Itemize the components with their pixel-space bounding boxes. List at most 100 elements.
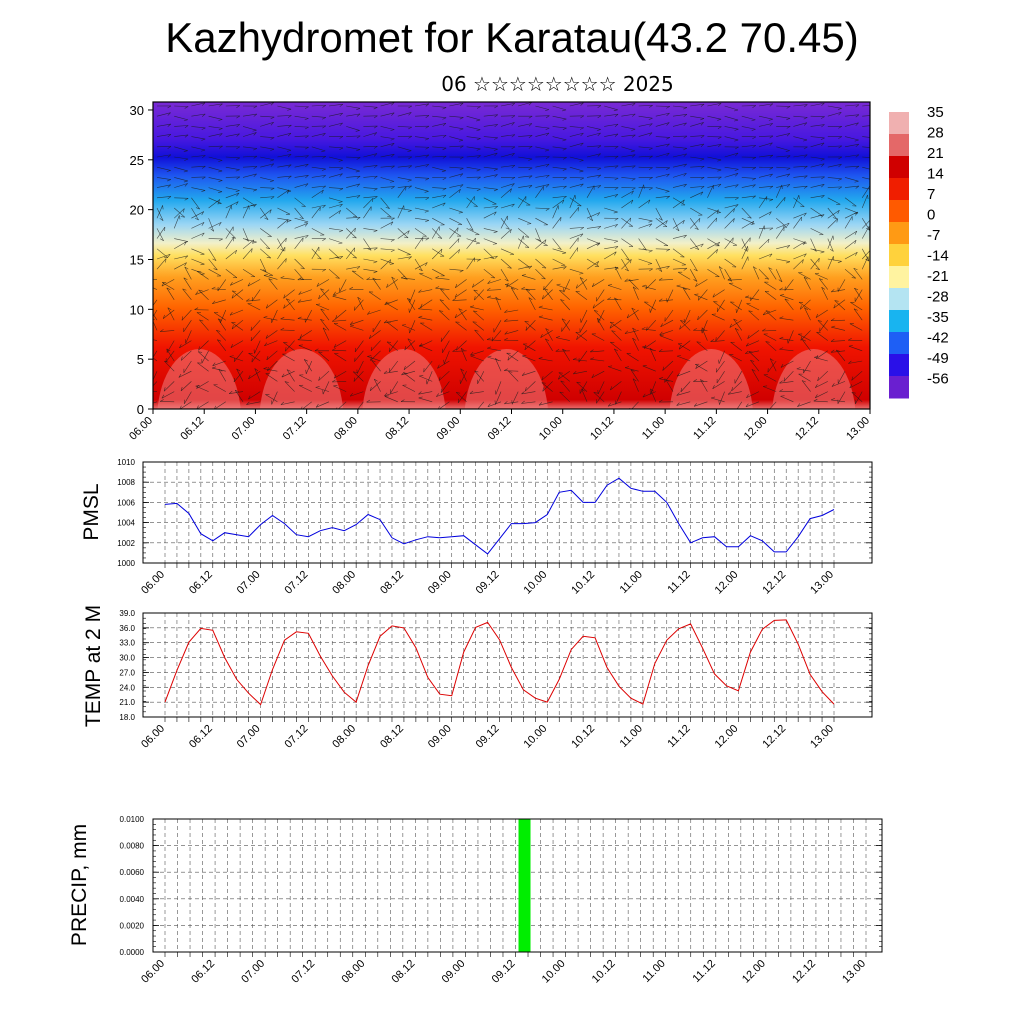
wind-barb (707, 209, 719, 219)
wind-barb (311, 156, 326, 158)
wind-barb-flag (817, 376, 819, 381)
wind-barb-flag (210, 228, 214, 232)
wind-barb-flag (366, 277, 371, 280)
wind-barb-flag (166, 348, 171, 352)
wind-barb (558, 372, 570, 382)
wind-barb-flag (693, 268, 698, 272)
wind-barb (454, 309, 467, 319)
wind-barb-flag (780, 395, 785, 397)
x-tick-label: 06.12 (178, 415, 206, 443)
wind-barb (182, 288, 192, 300)
wind-barb (779, 338, 794, 341)
wind-barb-flag (287, 149, 292, 152)
wind-barb-flag (248, 395, 251, 400)
wind-barb (707, 156, 722, 161)
x-tick-label: 07.00 (235, 723, 263, 751)
wind-barb-flag (213, 268, 218, 271)
wind-barb (525, 319, 536, 331)
wind-barb (477, 401, 485, 409)
wind-barb-flag (631, 154, 636, 158)
wind-barb-flag (579, 170, 584, 173)
wind-barb-flag (562, 127, 567, 130)
wind-barb-flag (803, 154, 808, 158)
wind-barb-flag (679, 325, 682, 330)
wind-barb-flag (854, 240, 857, 245)
wind-barb-flag (700, 135, 705, 139)
x-tick-label: 13.00 (840, 958, 868, 986)
wind-barb (672, 199, 685, 209)
wind-barb (449, 188, 461, 199)
wind-barb-flag (735, 308, 737, 313)
wind-barb-flag (304, 126, 309, 130)
wind-barb-flag (356, 149, 361, 152)
wind-barb (466, 218, 474, 231)
wind-barb-flag (297, 316, 302, 319)
wind-barb (225, 187, 240, 191)
wind-barb-flag (198, 289, 203, 292)
wind-barb-flag (768, 118, 773, 121)
wind-barb-flag (458, 249, 460, 254)
wind-barb-flag (217, 203, 222, 205)
wind-barb-flag (511, 146, 516, 150)
wind-barb-flag (218, 119, 223, 121)
wind-barb (816, 350, 828, 360)
wind-barb-flag (648, 167, 653, 170)
wind-barb (724, 237, 734, 249)
wind-barb-flag (528, 185, 533, 189)
wind-barb (311, 104, 326, 107)
wind-barb (698, 289, 708, 301)
wind-barb-flag (804, 307, 808, 311)
wind-barb-flag (322, 156, 326, 159)
wind-barb-flag (769, 173, 773, 178)
wind-barb (401, 324, 416, 331)
wind-barb (487, 356, 502, 362)
wind-barb (827, 163, 842, 168)
wind-barb-flag (407, 338, 412, 341)
wind-barb-flag (782, 226, 787, 228)
wind-barb-flag (821, 142, 825, 147)
wind-barb (185, 330, 192, 344)
wind-barb (191, 165, 206, 168)
wind-barb (391, 276, 399, 290)
wind-barb (380, 221, 394, 229)
wind-barb (522, 370, 536, 376)
wind-barb (380, 238, 395, 240)
wind-barb-flag (160, 329, 164, 332)
wind-barb-flag (796, 367, 801, 370)
y-tick-label: 30 (130, 103, 144, 118)
wind-barb-flag (254, 368, 259, 372)
wind-barb (716, 371, 725, 384)
wind-barb (517, 235, 524, 249)
wind-barb (719, 391, 725, 405)
wind-barb (518, 135, 533, 137)
wind-barb-flag (339, 173, 343, 177)
wind-barb (579, 381, 588, 394)
wind-barb-flag (356, 157, 361, 160)
wind-barb (707, 217, 717, 229)
wind-barb (418, 289, 433, 293)
wind-barb-flag (373, 132, 378, 136)
wind-barb (848, 345, 863, 352)
wind-barb (569, 233, 584, 239)
wind-barb-flag (683, 153, 687, 157)
wind-barb (573, 370, 588, 375)
wind-barb-flag (589, 218, 593, 222)
wind-barb (248, 353, 261, 362)
wind-barb-flag (321, 189, 324, 194)
wind-barb (196, 312, 209, 321)
wind-barb (414, 103, 429, 107)
wind-barb-flag (524, 236, 530, 238)
x-tick-label: 08.12 (378, 569, 406, 597)
wind-barb-flag (469, 228, 474, 231)
wind-barb-flag (831, 325, 836, 328)
wind-barb-flag (236, 124, 240, 128)
wind-barb (800, 330, 811, 341)
wind-barb-flag (815, 313, 819, 318)
wind-barb-flag (683, 135, 688, 139)
wind-barb-flag (487, 280, 491, 284)
wind-barb-flag (424, 210, 429, 213)
wind-barb-flag (460, 368, 465, 372)
precip-panel: 0.00000.00200.00400.00600.00800.010006.0… (68, 815, 883, 986)
y-tick-label: 1006 (117, 498, 135, 507)
wind-barb (199, 319, 209, 331)
